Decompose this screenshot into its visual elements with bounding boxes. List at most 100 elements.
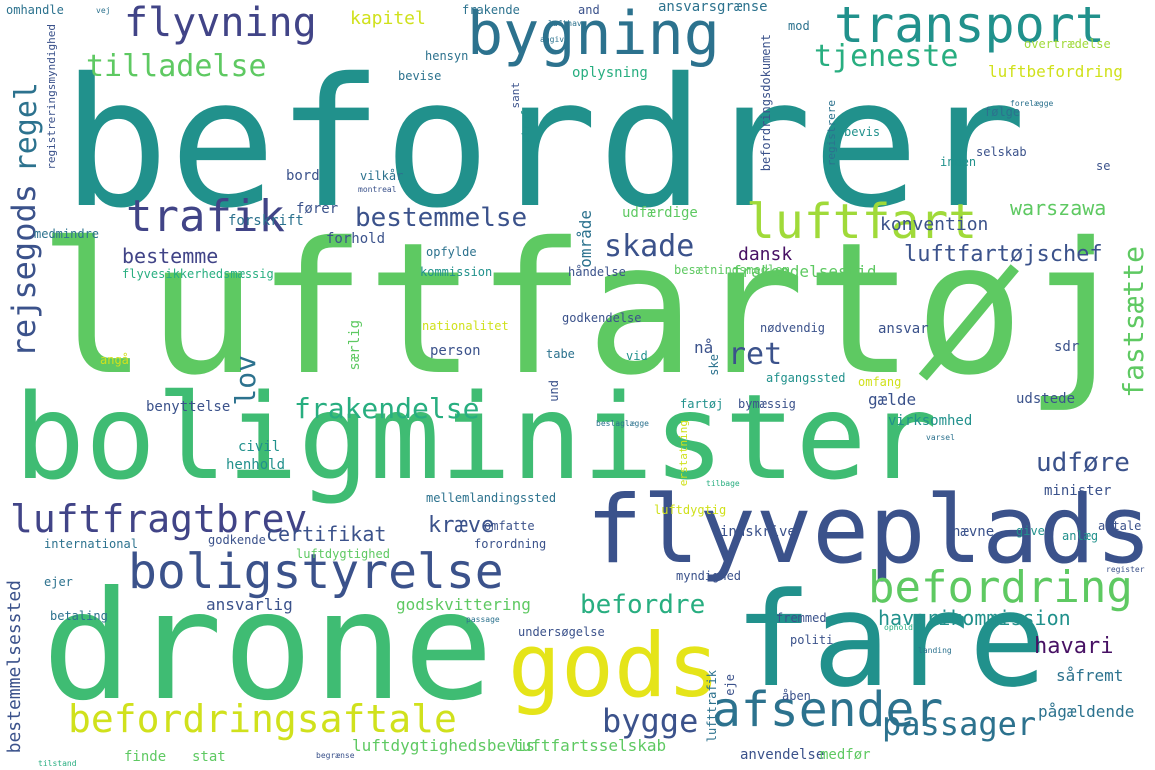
word: forordning — [474, 537, 547, 551]
word: straf — [519, 110, 532, 144]
word: angive — [540, 35, 569, 44]
word: overtrædelse — [1024, 37, 1111, 51]
word: passager — [882, 705, 1037, 743]
word: ske — [707, 354, 721, 376]
word: fører — [296, 201, 339, 217]
word: flyveplads — [586, 476, 1152, 585]
word: tilladelse — [86, 49, 267, 84]
word: befordrer — [62, 40, 1027, 247]
word: person — [430, 343, 481, 359]
word: bord — [286, 168, 320, 184]
word: luftbefordring — [988, 62, 1123, 81]
word: godskvittering — [396, 595, 531, 614]
word: luftdygtig — [654, 503, 727, 517]
word: minister — [1044, 483, 1112, 499]
word: anvendelse — [740, 747, 825, 763]
word: lov — [229, 355, 262, 406]
word: betaling — [50, 609, 108, 623]
word: myndighed — [676, 569, 742, 583]
word: vilkår — [360, 169, 404, 183]
word: begrænse — [316, 751, 355, 760]
word: kræve — [428, 513, 495, 538]
word: varsel — [926, 433, 955, 442]
word: frakendelsestid — [732, 262, 877, 281]
word: godkende — [208, 533, 266, 547]
word: luftfartøjschef — [904, 242, 1103, 267]
word: forelægge — [1010, 99, 1054, 108]
word: and — [578, 3, 600, 17]
word: boligminister — [14, 368, 938, 506]
word: kommission — [420, 265, 493, 279]
word: benyttelse — [146, 399, 231, 415]
word: besætningsmedlem — [674, 263, 790, 277]
word: luftfragtbrev — [10, 497, 308, 541]
word: befordringsdokument — [759, 34, 773, 172]
word: bestemmelse — [355, 203, 528, 233]
word: afsender — [712, 682, 944, 738]
word: bymæssig — [738, 397, 796, 411]
word: havarikommission — [878, 606, 1071, 630]
word: sdr — [1054, 339, 1080, 355]
word: udstede — [1016, 391, 1076, 407]
word: gælde — [868, 390, 917, 409]
word: angå — [100, 353, 129, 367]
word: regel — [9, 82, 44, 173]
word: nationalitet — [422, 319, 509, 333]
word: udfærdige — [622, 205, 698, 221]
word: fastsætte — [1117, 246, 1150, 398]
word: se — [1096, 159, 1111, 173]
word: vej — [96, 6, 111, 15]
word: befordre — [580, 590, 706, 620]
word: international — [44, 537, 138, 551]
word: ret — [728, 337, 783, 372]
word: skade — [604, 229, 695, 264]
word: tilstand — [38, 759, 77, 768]
word: ophold — [884, 623, 913, 632]
word: åben — [782, 689, 811, 703]
word: ejer — [44, 575, 73, 589]
word: nå — [694, 338, 714, 357]
word: erstatning — [677, 420, 690, 487]
word: luftfart — [746, 194, 978, 250]
word: montreal — [358, 185, 397, 194]
word: særlig — [347, 320, 363, 371]
word: havari — [1034, 634, 1114, 659]
word: nødvendig — [760, 321, 826, 335]
word: bevis — [844, 125, 881, 139]
word: anlæg — [1062, 529, 1099, 543]
word: und — [547, 380, 561, 402]
word: boligstyrelse — [128, 544, 504, 600]
word: mod — [788, 19, 810, 33]
word: kapitel — [350, 8, 426, 29]
word: omfatte — [484, 519, 535, 533]
word: forskrift — [228, 213, 304, 229]
word: trafik — [126, 191, 285, 242]
word: fartøj — [680, 397, 724, 411]
word: dansk — [738, 244, 793, 265]
word: warszawa — [1010, 196, 1107, 220]
word: landing — [918, 646, 952, 655]
word: fremmed — [776, 611, 827, 625]
word: undersøgelse — [518, 625, 605, 639]
word: beslaglægge — [596, 419, 649, 428]
word: frakende — [462, 3, 520, 17]
word: eje — [723, 674, 737, 696]
word: bevise — [398, 69, 442, 83]
word: lufttrafik — [705, 670, 719, 743]
word: bestemme — [122, 244, 219, 268]
word: opfylde — [426, 245, 477, 259]
word: stat — [192, 749, 226, 765]
word: ansvarsgrænse — [658, 0, 768, 15]
word: inden — [940, 155, 977, 169]
word: certifikat — [266, 522, 387, 546]
word: passage — [466, 615, 500, 624]
word: hensyn — [425, 49, 469, 63]
word: omhandle — [6, 3, 64, 17]
word: rejsegods — [5, 184, 43, 358]
word: håndelse — [568, 265, 626, 279]
word: mellemlandingssted — [426, 491, 557, 505]
word: pågældende — [1038, 702, 1135, 721]
word: vid — [626, 349, 648, 363]
word: medfør — [820, 747, 871, 763]
